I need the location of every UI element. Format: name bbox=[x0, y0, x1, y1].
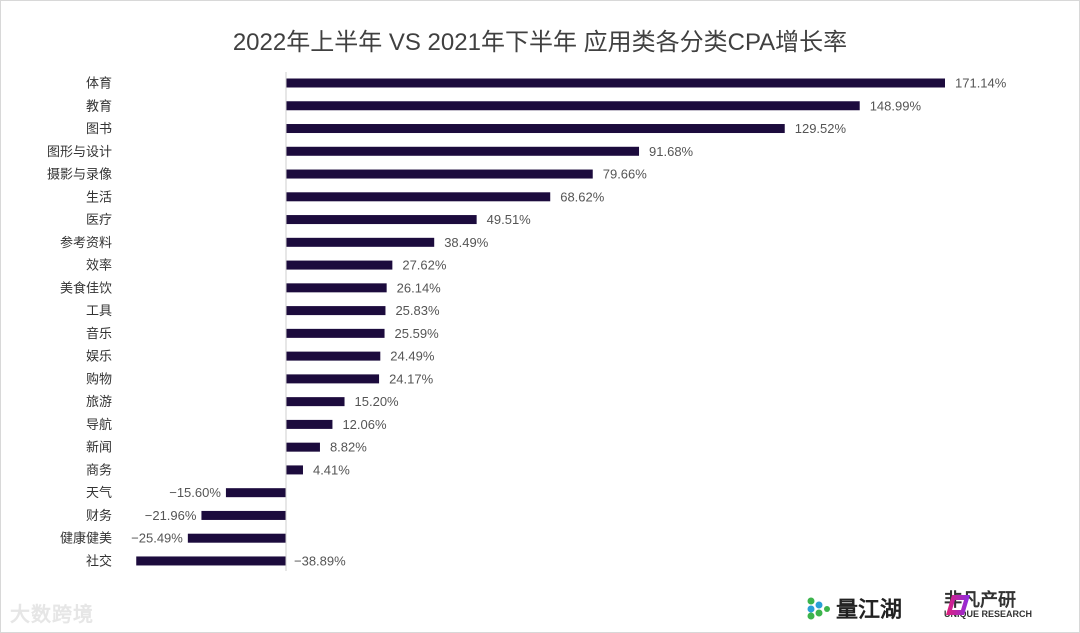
category-label: 商务 bbox=[86, 462, 112, 477]
data-label: −15.60% bbox=[169, 485, 221, 500]
bar bbox=[286, 397, 345, 407]
category-label: 医疗 bbox=[86, 212, 112, 227]
data-label: 148.99% bbox=[870, 98, 922, 113]
data-label: −38.89% bbox=[294, 553, 346, 568]
bar bbox=[286, 351, 381, 361]
category-label: 图形与设计 bbox=[47, 144, 112, 159]
category-label: 教育 bbox=[86, 98, 112, 113]
logo-right-en: UNIQUE RESEARCH bbox=[944, 609, 1033, 619]
category-label: 导航 bbox=[86, 417, 112, 432]
bar bbox=[286, 283, 387, 293]
data-label: −21.96% bbox=[145, 508, 197, 523]
category-label: 工具 bbox=[86, 303, 112, 318]
data-label: 79.66% bbox=[603, 167, 648, 182]
category-label: 旅游 bbox=[86, 394, 112, 409]
logo-unique-research: 非凡产研 UNIQUE RESEARCH bbox=[944, 591, 1032, 619]
bar bbox=[286, 146, 640, 156]
category-label: 购物 bbox=[86, 371, 112, 386]
data-label: 24.17% bbox=[389, 371, 434, 386]
logo-liangjianghu: 量江湖 bbox=[806, 592, 902, 624]
data-label: 25.83% bbox=[395, 303, 440, 318]
bar bbox=[286, 442, 320, 452]
data-label: 171.14% bbox=[955, 76, 1007, 91]
category-label: 社交 bbox=[86, 553, 112, 568]
category-label: 体育 bbox=[86, 76, 112, 91]
data-label: 129.52% bbox=[795, 121, 847, 136]
data-label: 12.06% bbox=[342, 417, 387, 432]
category-label: 图书 bbox=[86, 121, 112, 136]
data-label: 38.49% bbox=[444, 235, 489, 250]
category-label: 生活 bbox=[86, 189, 112, 204]
chart-title: 2022年上半年 VS 2021年下半年 应用类各分类CPA增长率 bbox=[232, 29, 848, 56]
category-label: 效率 bbox=[86, 258, 112, 273]
watermark: 大数跨境 bbox=[10, 604, 94, 626]
bar bbox=[225, 488, 286, 498]
data-label: 68.62% bbox=[560, 189, 605, 204]
category-label: 健康健美 bbox=[60, 531, 112, 546]
bar bbox=[286, 124, 785, 134]
data-label: 24.49% bbox=[390, 349, 435, 364]
bar bbox=[286, 101, 860, 111]
bar bbox=[286, 328, 385, 338]
liangjianghu-logo-icon bbox=[806, 596, 830, 620]
bar bbox=[286, 169, 593, 179]
data-label: 25.59% bbox=[395, 326, 440, 341]
data-label: −25.49% bbox=[131, 531, 183, 546]
bar bbox=[286, 237, 435, 247]
bar bbox=[286, 465, 303, 475]
bar bbox=[286, 260, 393, 270]
data-label: 15.20% bbox=[355, 394, 400, 409]
data-label: 27.62% bbox=[402, 258, 447, 273]
category-label: 天气 bbox=[86, 485, 112, 500]
bar bbox=[286, 374, 380, 384]
data-label: 91.68% bbox=[649, 144, 694, 159]
category-label: 音乐 bbox=[86, 326, 112, 341]
bar bbox=[136, 556, 286, 566]
bar bbox=[286, 78, 945, 88]
bar bbox=[286, 419, 333, 429]
bar bbox=[187, 533, 286, 543]
data-label: 49.51% bbox=[487, 212, 532, 227]
bar bbox=[286, 215, 477, 225]
category-label: 摄影与录像 bbox=[47, 167, 112, 182]
category-label: 参考资料 bbox=[60, 235, 112, 250]
category-label: 娱乐 bbox=[86, 349, 112, 364]
bar bbox=[201, 510, 286, 520]
data-label: 26.14% bbox=[397, 280, 442, 295]
data-label: 4.41% bbox=[313, 462, 350, 477]
unique-research-logo-icon bbox=[946, 595, 970, 615]
category-label: 新闻 bbox=[86, 440, 112, 455]
bar bbox=[286, 192, 551, 202]
data-label: 8.82% bbox=[330, 440, 367, 455]
bar bbox=[286, 306, 386, 316]
logo-left-text: 量江湖 bbox=[836, 597, 903, 622]
category-label: 财务 bbox=[86, 508, 112, 523]
category-label: 美食佳饮 bbox=[60, 280, 112, 295]
